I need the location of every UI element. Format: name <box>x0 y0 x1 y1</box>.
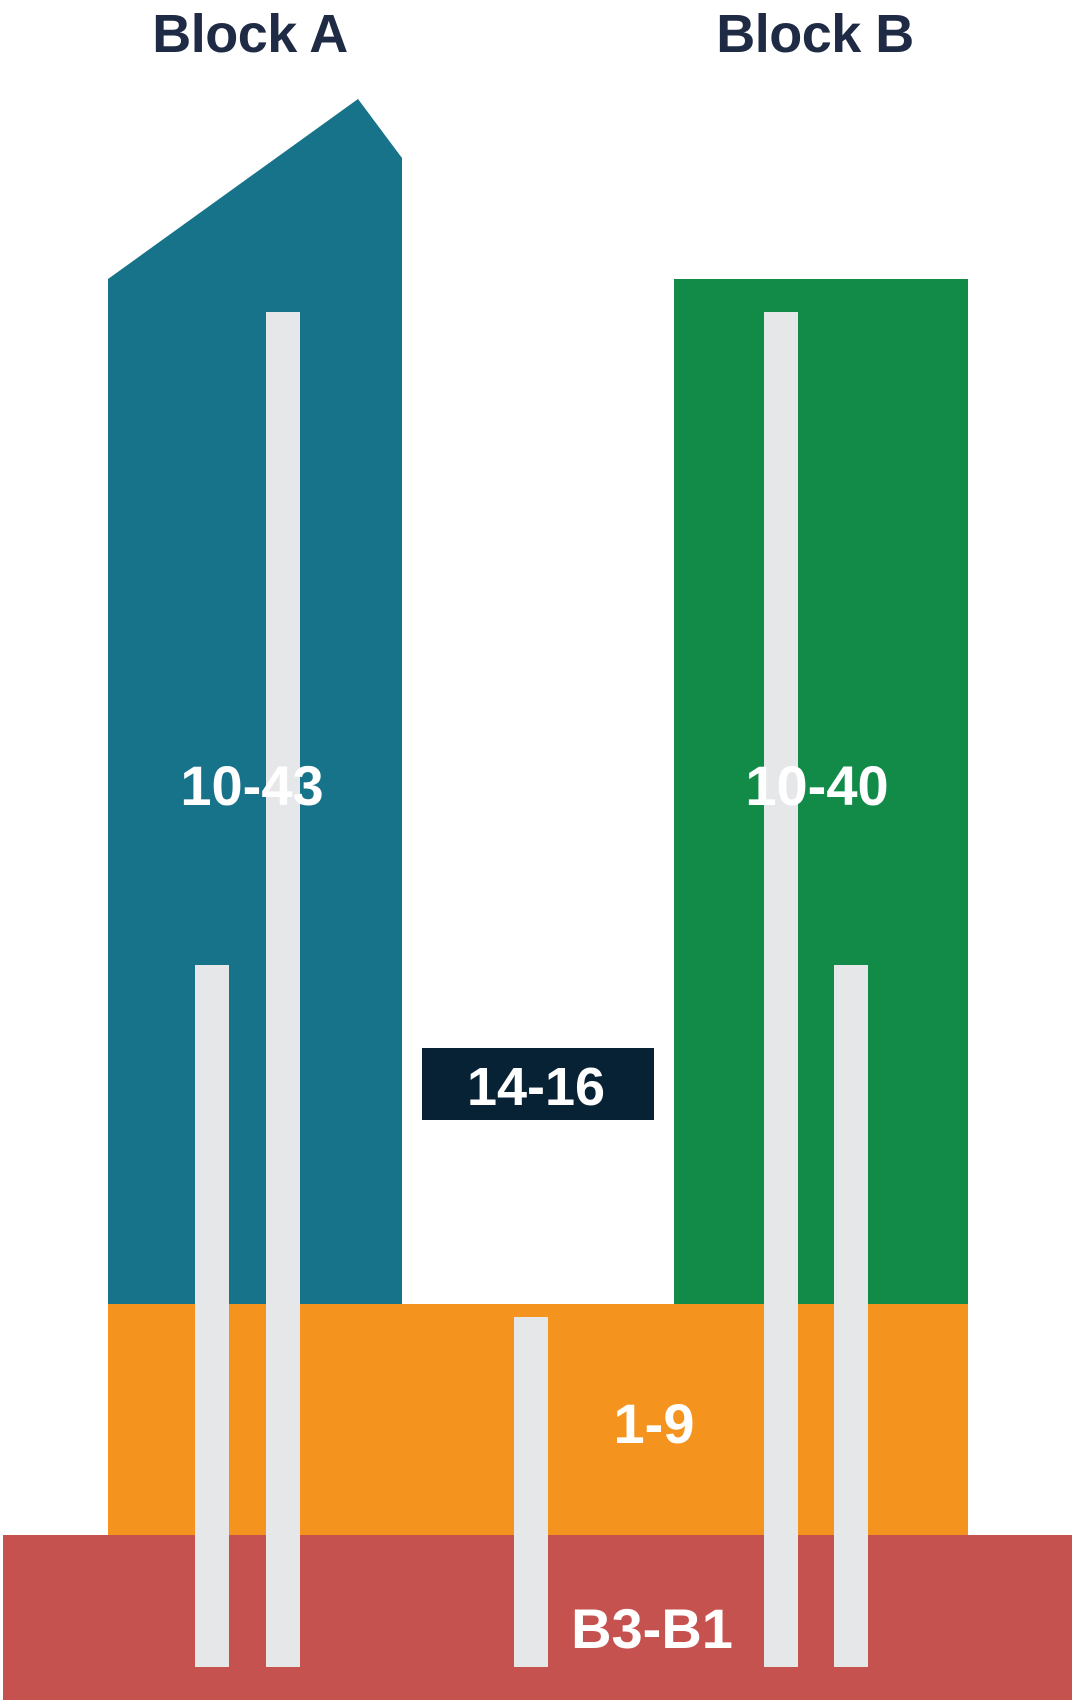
skybridge <box>422 1048 654 1120</box>
block-a-tower <box>108 99 402 1305</box>
core-b-outer <box>834 965 868 1667</box>
block-a-floors-label: 10-43 <box>180 754 323 817</box>
block-b-title: Block B <box>716 4 914 64</box>
core-b-main <box>764 312 798 1667</box>
core-a-outer <box>195 965 229 1667</box>
core-a-main <box>266 312 300 1667</box>
skybridge-floors-label: 14-16 <box>467 1057 605 1117</box>
basement-floors-label: B3-B1 <box>571 1597 733 1660</box>
podium-floors-label: 1-9 <box>614 1392 695 1455</box>
circulation-cores <box>195 312 868 1667</box>
block-b-floors-label: 10-40 <box>745 754 888 817</box>
block-b-tower <box>674 279 968 1305</box>
block-a-title: Block A <box>152 4 348 64</box>
core-podium <box>514 1317 548 1667</box>
